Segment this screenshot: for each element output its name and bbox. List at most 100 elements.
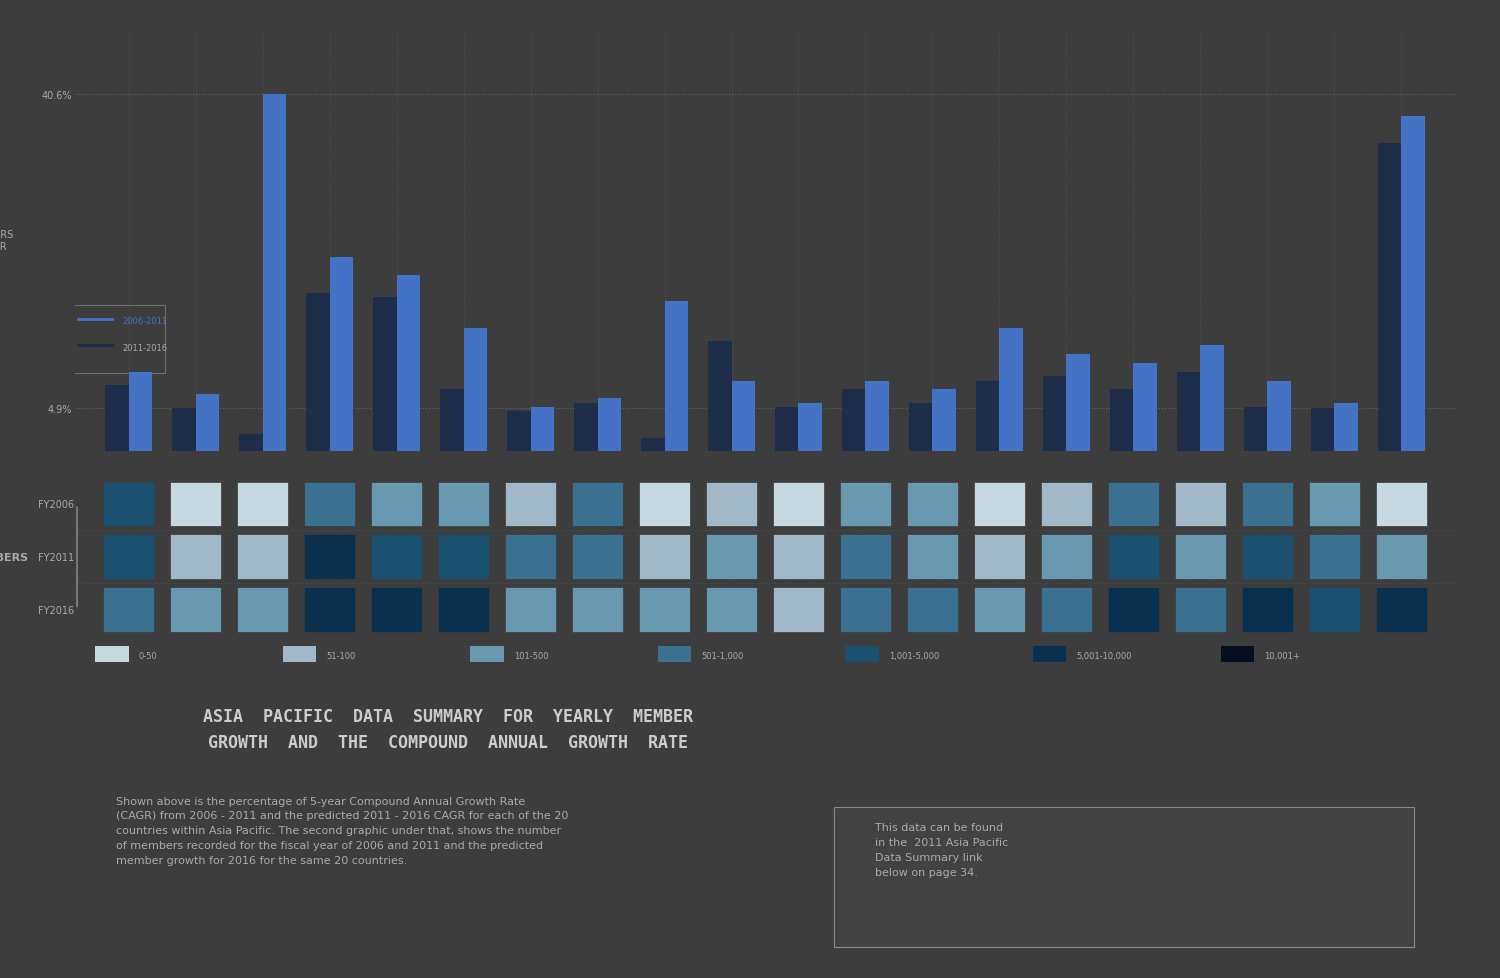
FancyBboxPatch shape xyxy=(1310,588,1359,633)
FancyBboxPatch shape xyxy=(1242,482,1293,527)
Bar xyxy=(597,399,621,452)
Text: FY2011: FY2011 xyxy=(38,553,74,562)
Bar xyxy=(1200,346,1224,452)
FancyBboxPatch shape xyxy=(237,535,288,580)
FancyBboxPatch shape xyxy=(840,482,891,527)
FancyBboxPatch shape xyxy=(1377,482,1426,527)
FancyBboxPatch shape xyxy=(639,588,690,633)
Text: 10,001+: 10,001+ xyxy=(1264,651,1300,660)
FancyBboxPatch shape xyxy=(171,482,220,527)
FancyBboxPatch shape xyxy=(1034,645,1066,664)
Bar xyxy=(909,403,933,452)
Bar xyxy=(664,302,688,452)
FancyBboxPatch shape xyxy=(438,588,489,633)
FancyBboxPatch shape xyxy=(1108,535,1158,580)
Text: 51-100: 51-100 xyxy=(326,651,356,660)
Bar xyxy=(330,258,352,452)
Bar xyxy=(105,385,129,452)
FancyBboxPatch shape xyxy=(774,482,824,527)
FancyBboxPatch shape xyxy=(237,588,288,633)
Text: FY2016: FY2016 xyxy=(38,605,74,615)
Text: ASIA  PACIFIC  DATA  SUMMARY  FOR  YEARLY  MEMBER
GROWTH  AND  THE  COMPOUND  AN: ASIA PACIFIC DATA SUMMARY FOR YEARLY MEM… xyxy=(202,707,693,751)
FancyBboxPatch shape xyxy=(1221,645,1254,664)
Bar xyxy=(507,412,531,452)
FancyBboxPatch shape xyxy=(506,588,555,633)
Bar xyxy=(574,403,597,452)
FancyBboxPatch shape xyxy=(104,535,153,580)
FancyBboxPatch shape xyxy=(304,482,354,527)
Y-axis label: 5-YEARS
CAGR: 5-YEARS CAGR xyxy=(0,230,13,251)
Bar xyxy=(531,408,554,452)
FancyBboxPatch shape xyxy=(372,482,422,527)
Bar xyxy=(976,381,999,452)
Bar xyxy=(129,373,152,452)
FancyBboxPatch shape xyxy=(104,588,153,633)
FancyBboxPatch shape xyxy=(438,535,489,580)
FancyBboxPatch shape xyxy=(975,535,1024,580)
FancyBboxPatch shape xyxy=(840,535,891,580)
FancyBboxPatch shape xyxy=(975,482,1024,527)
FancyBboxPatch shape xyxy=(304,588,354,633)
Text: 101-500: 101-500 xyxy=(514,651,549,660)
Bar xyxy=(1378,144,1401,452)
FancyBboxPatch shape xyxy=(639,535,690,580)
FancyBboxPatch shape xyxy=(1041,588,1092,633)
Bar xyxy=(440,390,464,452)
FancyBboxPatch shape xyxy=(573,535,622,580)
Bar xyxy=(306,293,330,452)
Text: Shown above is the percentage of 5-year Compound Annual Growth Rate
(CAGR) from : Shown above is the percentage of 5-year … xyxy=(117,796,568,865)
FancyBboxPatch shape xyxy=(908,482,957,527)
FancyBboxPatch shape xyxy=(1108,482,1158,527)
FancyBboxPatch shape xyxy=(1242,535,1293,580)
FancyBboxPatch shape xyxy=(706,535,756,580)
FancyBboxPatch shape xyxy=(834,808,1413,947)
Text: 1,001-5,000: 1,001-5,000 xyxy=(890,651,939,660)
Bar xyxy=(262,95,286,452)
Text: MEMBERS: MEMBERS xyxy=(0,553,28,562)
FancyBboxPatch shape xyxy=(573,588,622,633)
FancyBboxPatch shape xyxy=(1176,482,1225,527)
FancyBboxPatch shape xyxy=(1377,535,1426,580)
Bar xyxy=(1244,408,1268,452)
Bar xyxy=(776,408,798,452)
FancyBboxPatch shape xyxy=(1041,482,1092,527)
FancyBboxPatch shape xyxy=(975,588,1024,633)
Bar xyxy=(396,276,420,452)
Bar xyxy=(708,341,732,452)
FancyBboxPatch shape xyxy=(639,482,690,527)
FancyBboxPatch shape xyxy=(470,645,504,664)
Bar xyxy=(1066,355,1090,452)
Bar xyxy=(1134,364,1156,452)
FancyBboxPatch shape xyxy=(1310,482,1359,527)
Bar xyxy=(798,403,822,452)
Bar xyxy=(842,390,866,452)
FancyBboxPatch shape xyxy=(506,482,555,527)
FancyBboxPatch shape xyxy=(846,645,879,664)
FancyBboxPatch shape xyxy=(171,588,220,633)
Bar xyxy=(1335,403,1358,452)
Bar xyxy=(464,329,488,452)
Text: 5,001-10,000: 5,001-10,000 xyxy=(1077,651,1132,660)
FancyBboxPatch shape xyxy=(573,482,622,527)
Text: 2006-2011: 2006-2011 xyxy=(122,317,166,326)
FancyBboxPatch shape xyxy=(1176,535,1225,580)
Bar xyxy=(1401,117,1425,452)
FancyBboxPatch shape xyxy=(706,588,756,633)
Text: FY2006: FY2006 xyxy=(38,500,74,510)
FancyBboxPatch shape xyxy=(304,535,354,580)
FancyBboxPatch shape xyxy=(372,588,422,633)
Bar xyxy=(238,434,262,452)
Bar xyxy=(933,390,956,452)
FancyBboxPatch shape xyxy=(658,645,692,664)
FancyBboxPatch shape xyxy=(94,645,129,664)
FancyBboxPatch shape xyxy=(1108,588,1158,633)
FancyBboxPatch shape xyxy=(237,482,288,527)
Text: 2011-2016: 2011-2016 xyxy=(122,343,166,352)
FancyBboxPatch shape xyxy=(706,482,756,527)
Bar xyxy=(1042,377,1066,452)
FancyBboxPatch shape xyxy=(438,482,489,527)
FancyBboxPatch shape xyxy=(908,535,957,580)
FancyBboxPatch shape xyxy=(506,535,555,580)
Bar xyxy=(640,438,664,452)
Text: This data can be found
in the  2011 Asia Pacific
Data Summary link
below on page: This data can be found in the 2011 Asia … xyxy=(876,822,1008,877)
